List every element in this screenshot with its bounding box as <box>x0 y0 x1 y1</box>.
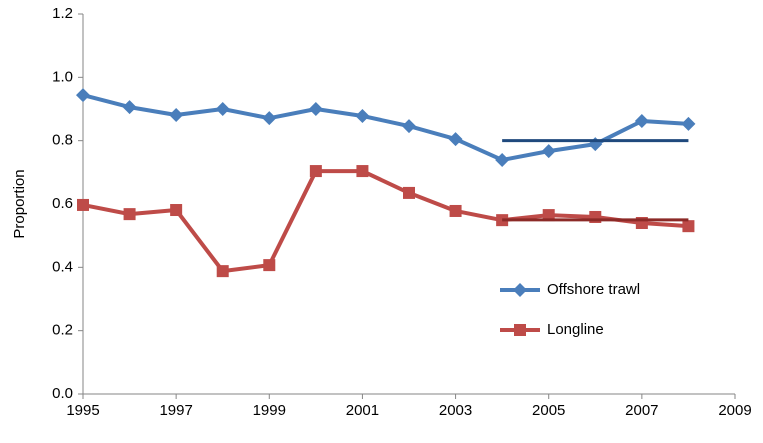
data-point <box>309 165 322 178</box>
data-point <box>308 102 323 116</box>
series-line <box>82 93 689 162</box>
data-point <box>403 186 415 199</box>
data-point <box>682 220 695 233</box>
y-tick-label: 0.2 <box>52 322 73 339</box>
x-tick-label: 2001 <box>346 402 379 419</box>
data-point <box>634 114 649 129</box>
legend-label: Longline <box>547 321 604 338</box>
data-point <box>123 208 136 221</box>
y-tick-label: 1.2 <box>52 5 73 22</box>
data-point <box>215 102 230 116</box>
data-point <box>681 116 696 131</box>
data-point <box>263 259 276 272</box>
data-point <box>76 88 90 103</box>
y-tick-label: 1.0 <box>52 68 73 85</box>
data-point <box>77 198 89 211</box>
data-point <box>541 144 556 159</box>
legend-marker <box>514 324 526 336</box>
data-point <box>356 165 369 178</box>
x-tick-label: 2003 <box>439 402 472 419</box>
y-tick-label: 0.6 <box>52 195 73 212</box>
x-tick-label: 2007 <box>625 402 658 419</box>
series-line <box>82 169 689 274</box>
y-axis-label: Proportion <box>11 169 28 238</box>
x-tick-label: 2005 <box>532 402 565 419</box>
data-point <box>262 111 277 126</box>
data-point <box>170 204 183 217</box>
data-point <box>542 209 555 222</box>
x-tick-label: 1995 <box>66 402 99 419</box>
y-tick-label: 0.8 <box>52 132 73 149</box>
data-point <box>449 204 462 217</box>
data-point <box>122 100 137 115</box>
data-point <box>448 132 463 147</box>
data-point <box>216 265 229 278</box>
x-tick-label: 1999 <box>253 402 286 419</box>
data-point <box>495 152 510 167</box>
legend-label: Offshore trawl <box>547 281 640 298</box>
data-point <box>402 119 416 134</box>
y-tick-label: 0.4 <box>52 258 73 275</box>
data-point <box>169 108 184 123</box>
y-tick-label: 0.0 <box>52 385 73 402</box>
x-tick-label: 1997 <box>159 402 192 419</box>
data-point <box>355 108 370 123</box>
legend-marker <box>513 283 527 297</box>
x-tick-label: 2009 <box>718 402 751 419</box>
